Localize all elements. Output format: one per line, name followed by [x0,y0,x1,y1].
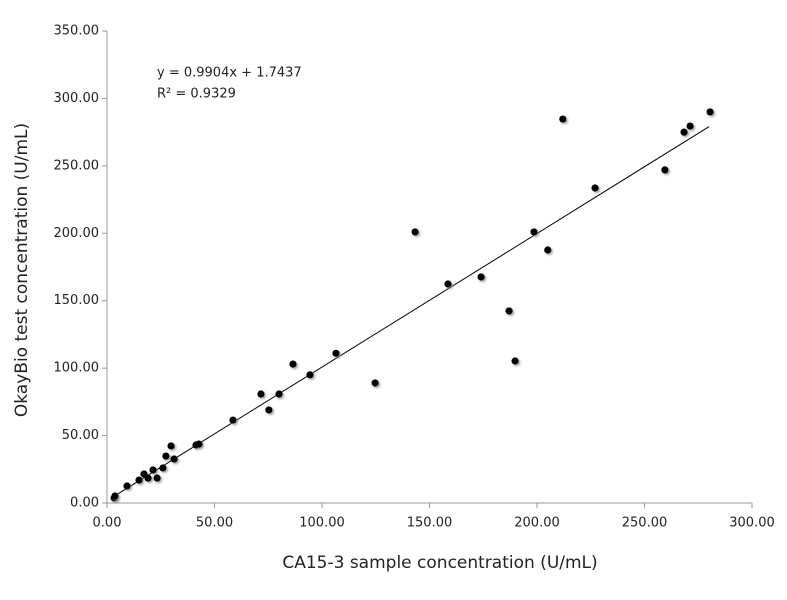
point [123,482,131,490]
y-tick-label: 200.00 [54,226,100,241]
point [257,390,265,398]
y-tick-label: 300.00 [54,91,100,106]
point [289,360,297,368]
point [511,357,519,365]
x-tick-label: 200.00 [514,516,560,531]
point [265,406,273,414]
point [111,492,119,500]
y-tick-label: 150.00 [54,293,100,308]
point [559,115,567,123]
point [411,228,419,236]
point [153,474,161,482]
x-tick-label: 300.00 [729,516,775,531]
x-tick-label: 0.00 [93,516,122,531]
y-tick-label: 0.00 [70,496,99,511]
equation: y = 0.9904x + 1.7437 [157,66,302,81]
x-tick-label: 250.00 [622,516,668,531]
y-tick-label: 100.00 [54,361,100,376]
point [275,390,283,398]
point [332,349,340,357]
trendline [113,126,710,498]
point [144,474,152,482]
y-tick-label: 50.00 [62,428,99,443]
point [159,464,167,472]
point [371,379,379,387]
point [706,108,714,116]
point [149,466,157,474]
y-tick-label: 350.00 [54,24,100,39]
point [195,440,203,448]
x-axis-title: CA15-3 sample concentration (U/mL) [282,553,597,573]
point [661,166,669,174]
x-tick-label: 150.00 [407,516,453,531]
point [544,246,552,254]
x-tick-label: 50.00 [196,516,233,531]
y-tick-label: 250.00 [54,158,100,173]
point [591,184,599,192]
point [167,442,175,450]
point [162,452,170,460]
point [686,122,694,130]
x-tick-label: 100.00 [299,516,345,531]
point [229,416,237,424]
y-axis-title: OkayBio test concentration (U/mL) [12,123,32,417]
point [530,228,538,236]
point [306,371,314,379]
r-squared: R² = 0.9329 [157,87,236,102]
point [680,128,688,136]
point [135,476,143,484]
point [477,273,485,281]
point [505,307,513,315]
point [444,280,452,288]
point [170,455,178,463]
